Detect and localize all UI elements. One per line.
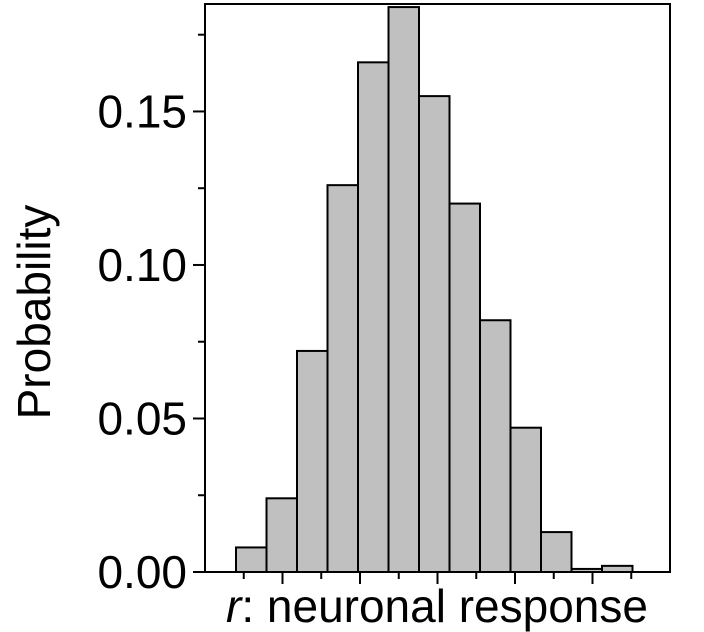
y-axis-label: Probability xyxy=(8,205,60,420)
y-tick-label: 0.15 xyxy=(97,85,187,137)
histogram-bar xyxy=(418,95,451,574)
histogram-bar xyxy=(326,184,359,573)
histogram-bar xyxy=(265,497,298,573)
bars-group xyxy=(235,6,634,574)
histogram-bar xyxy=(448,202,481,573)
histogram-bar xyxy=(357,61,390,574)
y-tick-labels: 0.00 0.05 0.10 0.15 xyxy=(97,85,187,598)
histogram-bar xyxy=(387,6,420,573)
histogram-bar xyxy=(296,349,329,573)
x-axis-label: r: neuronal response xyxy=(226,580,648,632)
x-axis-text: : neuronal response xyxy=(241,580,648,632)
histogram-bar xyxy=(479,319,512,573)
axis-ticks xyxy=(193,33,633,584)
histogram-bar xyxy=(235,546,268,574)
x-axis-variable: r xyxy=(226,580,243,632)
y-tick-label: 0.10 xyxy=(97,239,187,291)
y-tick-label: 0.00 xyxy=(97,546,187,598)
histogram-bar xyxy=(540,531,573,574)
histogram-bar xyxy=(509,426,542,574)
y-tick-label: 0.05 xyxy=(97,392,187,444)
